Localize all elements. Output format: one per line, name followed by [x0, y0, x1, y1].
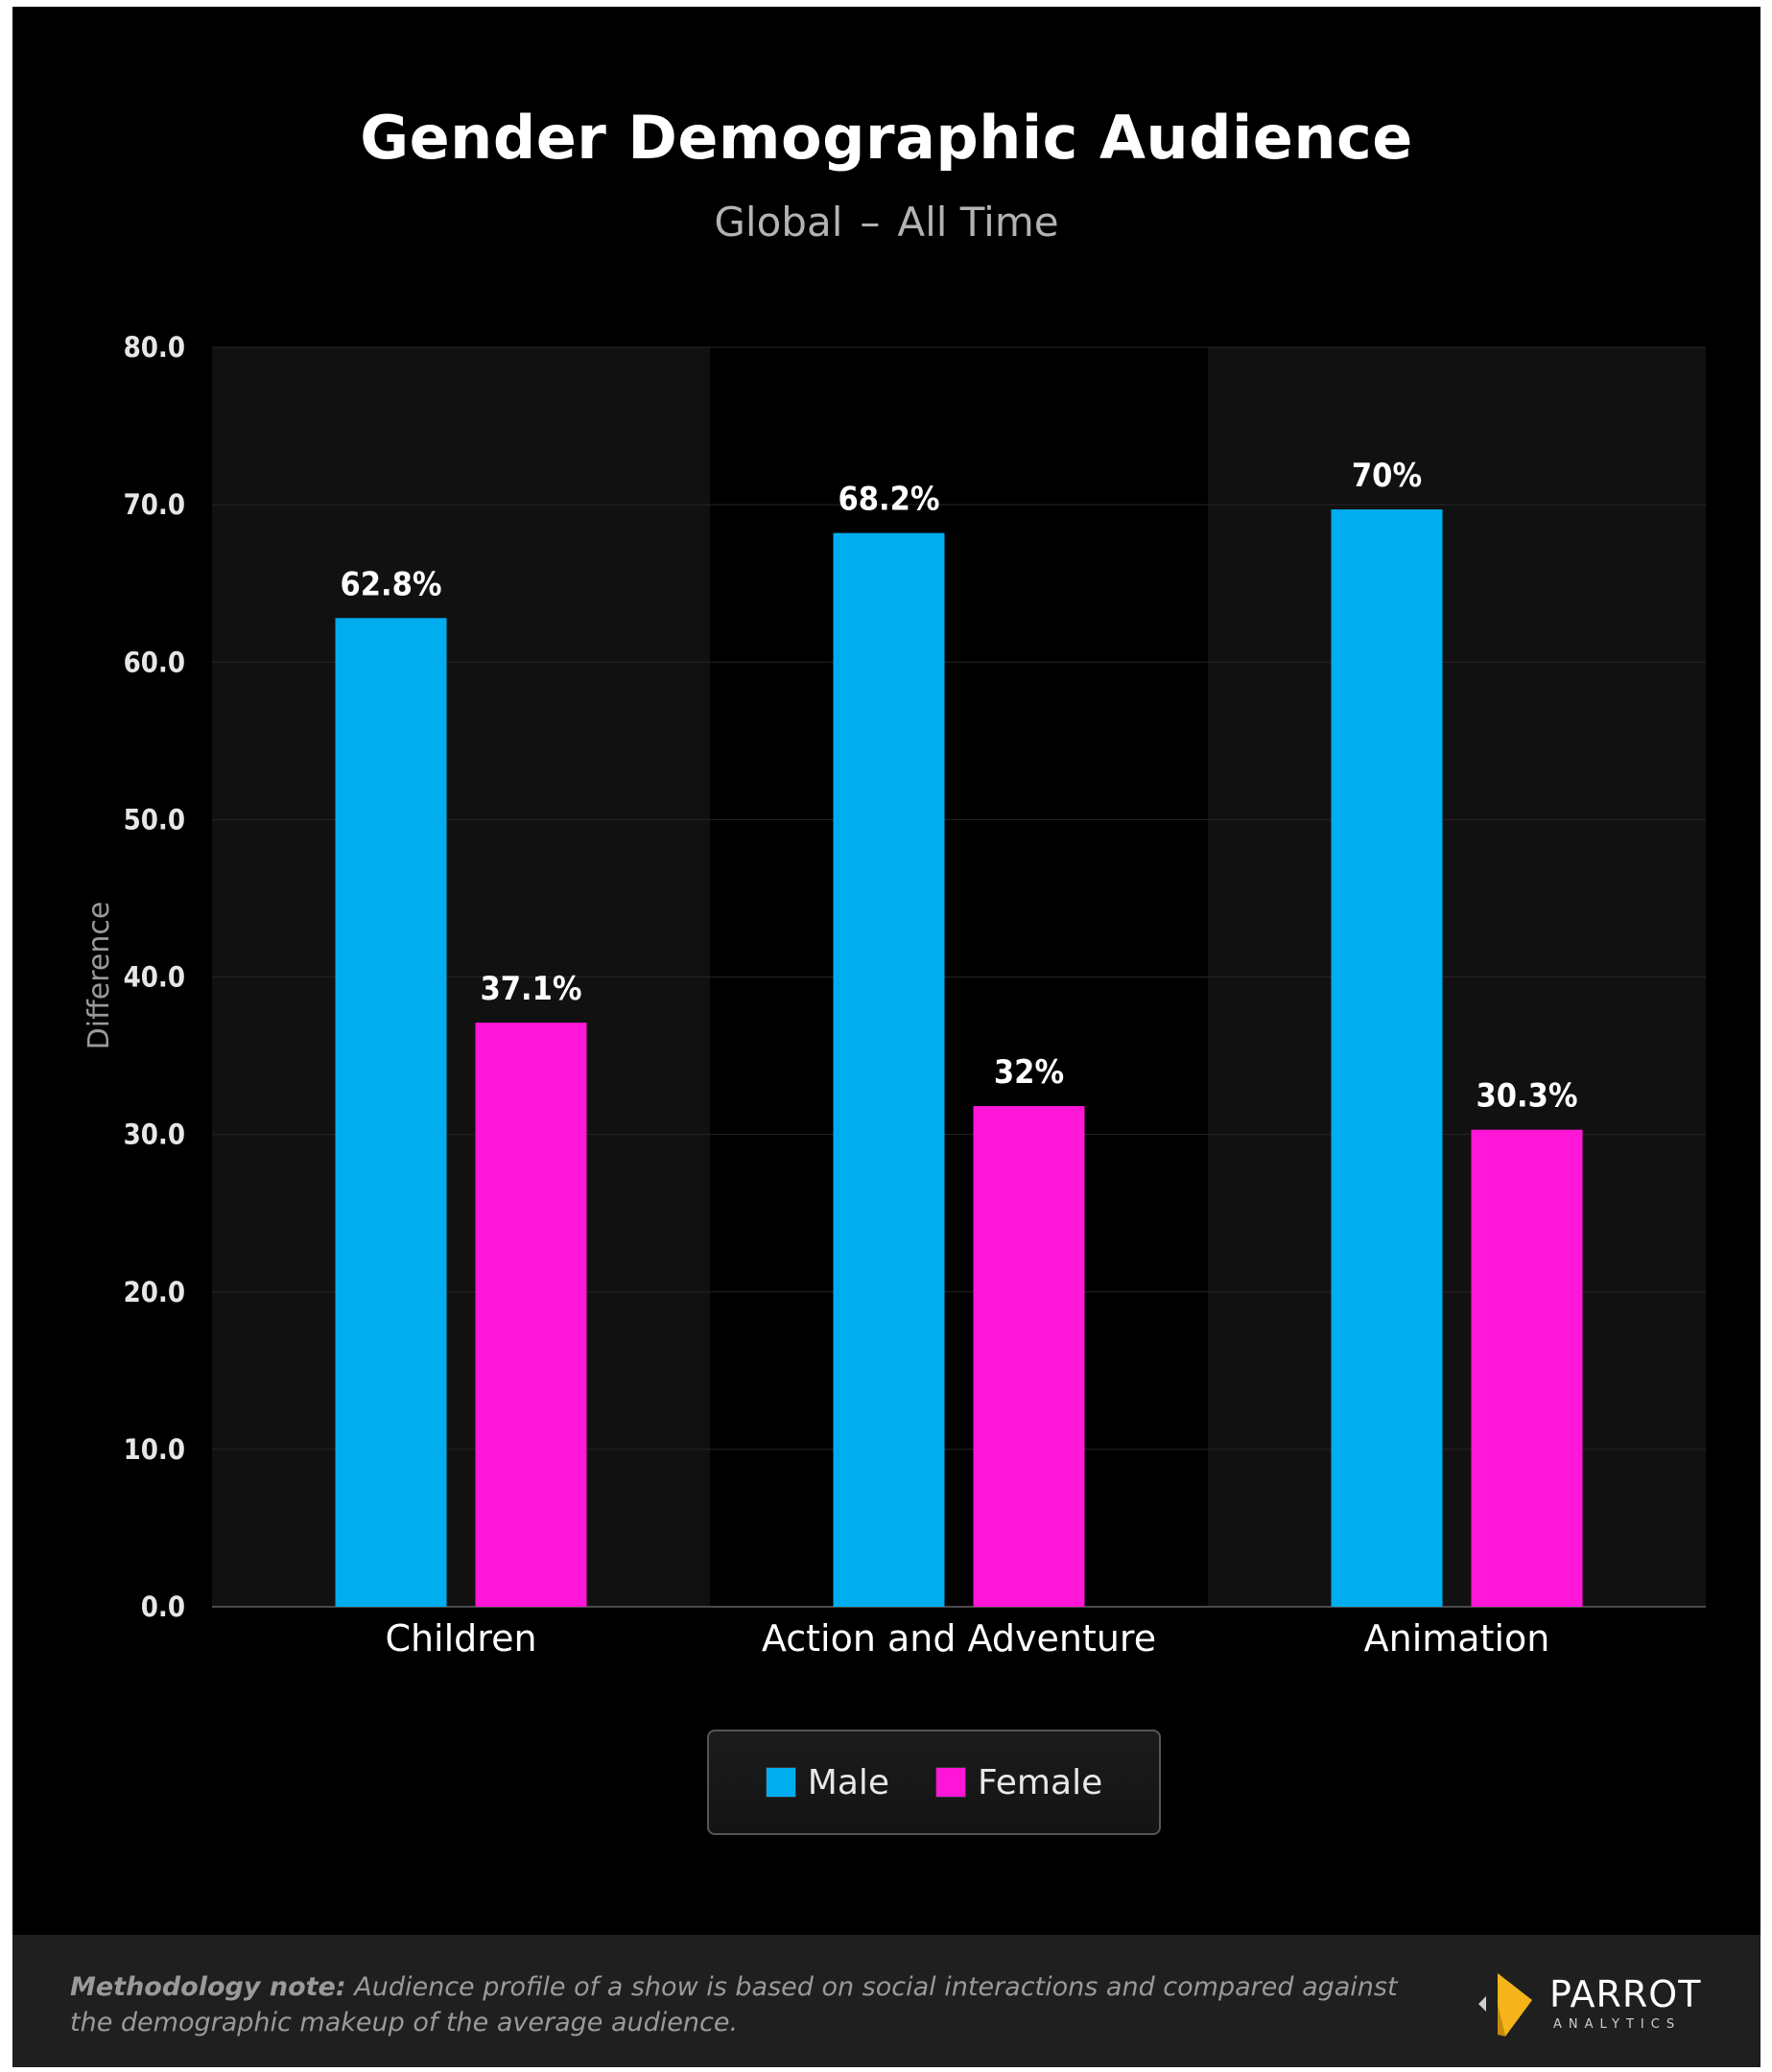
y-tick-label: 30.0: [124, 1118, 185, 1151]
chart-panel: Gender Demographic Audience Global – All T…: [12, 7, 1760, 2067]
parrot-analytics-logo[interactable]: PARROT ANALYTICS: [1473, 1967, 1722, 2040]
y-tick-label: 40.0: [124, 961, 185, 994]
legend-swatch-female: [935, 1767, 967, 1798]
methodology-note: Methodology note: Audience profile of a …: [70, 1969, 1432, 2040]
data-label: 68.2%: [838, 481, 939, 519]
data-label: 70%: [1352, 457, 1422, 495]
methodology-note-text: Audience profile of a show is based on s…: [70, 1972, 1398, 2037]
data-label: 32%: [994, 1053, 1064, 1092]
labels: 0.0 10.0 20.0 30.0 40.0 50.0 60.0 70.0 80.0 Diffe…: [83, 331, 1578, 1660]
y-tick-label: 80.0: [124, 331, 185, 364]
y-axis-title: Difference: [83, 902, 116, 1050]
chart-title: Gender Demographic Audience: [360, 103, 1413, 173]
subtitle-separator: –: [860, 199, 881, 246]
data-label: 30.3%: [1476, 1077, 1577, 1116]
chart-subtitle: Global – All Time: [12, 199, 1760, 246]
footer: Methodology note: Audience profile of a …: [12, 1935, 1760, 2067]
x-tick-label: Children: [385, 1617, 536, 1660]
subtitle-region: Global: [714, 199, 843, 246]
legend-label-female: Female: [978, 1762, 1103, 1802]
y-tick-label: 20.0: [124, 1276, 185, 1308]
data-label: 62.8%: [340, 565, 441, 603]
y-tick-label: 10.0: [124, 1433, 185, 1466]
legend[interactable]: Male Female: [707, 1730, 1161, 1835]
y-tick-label: 60.0: [124, 646, 185, 678]
legend-item-male[interactable]: Male: [765, 1762, 890, 1802]
x-tick-label: Action and Adventure: [762, 1617, 1156, 1660]
logo-subtitle: ANALYTICS: [1553, 2017, 1682, 2032]
legend-label-male: Male: [807, 1762, 890, 1802]
y-tick-label: 50.0: [124, 803, 185, 836]
y-tick-label: 0.0: [141, 1590, 185, 1623]
bar-female-1: [475, 1023, 587, 1607]
bar-female-3: [1471, 1129, 1583, 1607]
legend-item-female[interactable]: Female: [935, 1763, 1102, 1802]
methodology-note-label: Methodology note:: [70, 1972, 346, 2002]
data-label: 37.1%: [480, 970, 581, 1008]
bar-chart: 0.0 10.0 20.0 30.0 40.0 50.0 60.0 70.0 80.0 Diffe…: [83, 331, 1706, 1660]
y-tick-label: 70.0: [124, 488, 185, 521]
bar-female-2: [973, 1106, 1085, 1607]
bar-male-2: [833, 532, 945, 1607]
gridlines: [212, 346, 1706, 1608]
legend-swatch-male: [765, 1767, 796, 1798]
logo-name: PARROT: [1549, 1973, 1702, 2015]
parrot-logo-icon: [1478, 1973, 1532, 2037]
x-tick-label: Animation: [1364, 1617, 1550, 1660]
bar-male-1: [335, 618, 447, 1608]
bars: [335, 509, 1583, 1608]
bar-male-3: [1331, 509, 1443, 1607]
subtitle-period: All Time: [897, 199, 1059, 246]
